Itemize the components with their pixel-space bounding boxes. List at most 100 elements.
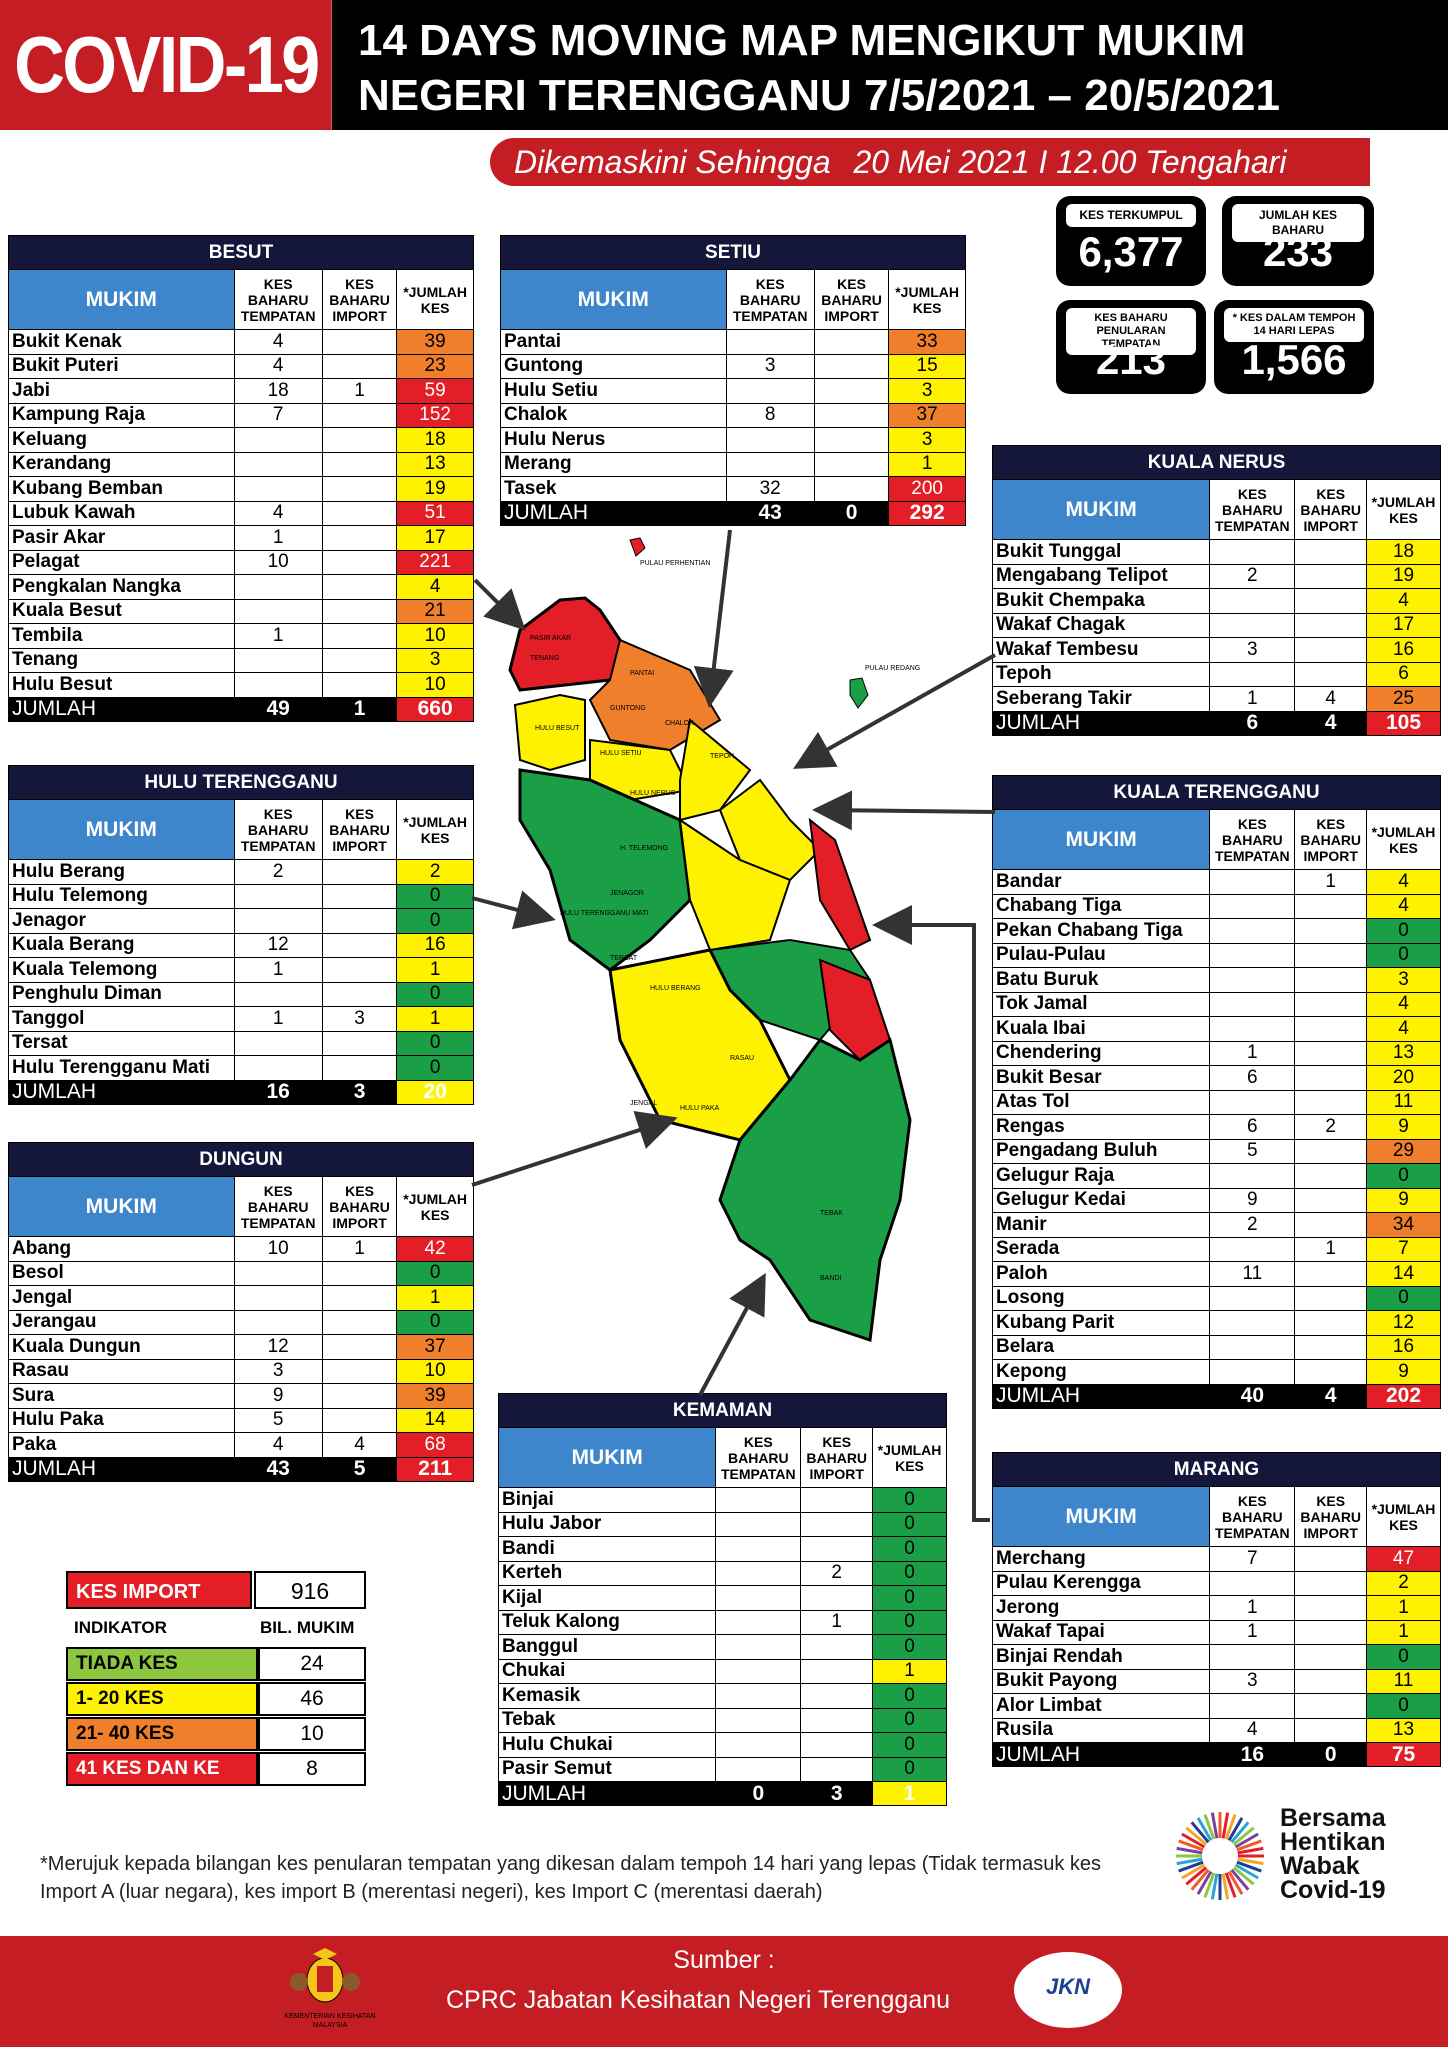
table-row: Pulau-Pulau 0 [991, 942, 1441, 968]
table-row: Kubang Parit 12 [991, 1310, 1441, 1336]
jumlah-kes: 3 [888, 378, 966, 404]
kes-import [321, 932, 398, 958]
kes-import [321, 500, 398, 526]
table-row: Jenagor 0 [8, 908, 475, 934]
bersama-logo: Bersama Hentikan Wabak Covid-19 [1170, 1806, 1410, 1906]
header-import: KES BAHARU IMPORT [813, 269, 890, 330]
burst-ray [1196, 1817, 1213, 1842]
map-label: TENANG [530, 655, 559, 662]
legend-row: 41 KES DAN KE ATAS 8 [66, 1752, 366, 1809]
kes-tempatan: 10 [233, 1236, 323, 1262]
header-import: KES BAHARU IMPORT [1294, 1486, 1368, 1547]
kes-import [321, 908, 398, 934]
mukim-name: Manir [991, 1212, 1211, 1238]
kes-tempatan [1209, 612, 1296, 638]
mukim-name: Pengadang Buluh [991, 1138, 1211, 1164]
table-row: Pasir Semut 0 [497, 1756, 947, 1782]
total-jumlah: 292 [888, 500, 966, 526]
total-jumlah: 75 [1366, 1742, 1441, 1767]
mukim-name: Atas Tol [991, 1089, 1211, 1115]
jumlah-kes: 25 [1366, 686, 1441, 712]
header-tempatan: KES BAHARU TEMPATAN [233, 799, 323, 860]
header-tempatan: KES BAHARU TEMPATAN [725, 269, 815, 330]
mukim-name: Seberang Takir [991, 686, 1211, 712]
header-tempatan: KES BAHARU TEMPATAN [715, 1427, 802, 1488]
header-import: KES BAHARU IMPORT [321, 269, 398, 330]
jumlah-kes: 0 [1366, 1285, 1441, 1311]
bersama-line: Bersama [1280, 1804, 1386, 1832]
jumlah-kes: 1 [872, 1658, 947, 1684]
map-label: HULU NERUS [630, 790, 676, 797]
header-tempatan: KES BAHARU TEMPATAN [1209, 479, 1296, 540]
mukim-name: Bukit Payong [991, 1668, 1211, 1694]
total-tempatan: 43 [725, 500, 815, 526]
map-label: HULU SETIU [600, 750, 642, 757]
table-row: Lubuk Kawah 4 51 [8, 500, 474, 526]
table-row: Hulu Nerus 3 [500, 427, 966, 453]
mukim-name: Tembila [8, 623, 235, 649]
mukim-name: Jerong [991, 1595, 1211, 1621]
kes-tempatan [233, 574, 323, 600]
table-row: Pekan Chabang Tiga 0 [991, 918, 1441, 944]
total-tempatan: 16 [233, 1079, 323, 1105]
total-label: JUMLAH [500, 500, 727, 526]
kes-import [1294, 1693, 1368, 1719]
kes-tempatan: 11 [1209, 1261, 1296, 1287]
kes-import [1294, 563, 1368, 589]
jumlah-kes: 0 [396, 1309, 474, 1335]
burst-ray [1190, 1868, 1210, 1891]
jumlah-kes: 11 [1366, 1668, 1441, 1694]
table-row: Teluk Kalong 1 0 [497, 1609, 947, 1635]
mukim-name: Kampung Raja [8, 402, 235, 428]
map-setiu-yellow [589, 738, 692, 802]
total-jumlah: 202 [1366, 1383, 1441, 1409]
table-row: Chalok 8 37 [500, 402, 966, 428]
kes-import [321, 402, 398, 428]
kes-tempatan [715, 1585, 802, 1611]
map-besut-yellow [513, 693, 586, 772]
kes-tempatan [233, 1285, 323, 1311]
bersama-text: Bersama Hentikan Wabak Covid-19 [1280, 1804, 1386, 1903]
kes-tempatan: 1 [1209, 1595, 1296, 1621]
kes-import [813, 427, 890, 453]
mukim-name: Paloh [991, 1261, 1211, 1287]
jumlah-kes: 16 [1366, 1334, 1441, 1360]
kes-import [1294, 1546, 1368, 1572]
jumlah-kes: 2 [396, 859, 475, 885]
kes-import [321, 574, 398, 600]
kes-import [1294, 1089, 1368, 1115]
kes-tempatan [1209, 539, 1296, 565]
burst-ray [1210, 1812, 1219, 1839]
mukim-name: Pasir Akar [8, 525, 235, 551]
jumlah-kes: 0 [872, 1609, 947, 1635]
jumlah-kes: 0 [396, 1030, 475, 1056]
header-mukim: MUKIM [991, 479, 1211, 540]
district-title: BESUT [8, 235, 474, 270]
table-row: Tersat 0 [8, 1030, 475, 1056]
mukim-name: Jenagor [8, 908, 235, 934]
kes-tempatan [233, 1030, 323, 1056]
mukim-name: Mengabang Telipot [991, 563, 1211, 589]
table-row: Jengal 1 [8, 1285, 474, 1311]
mukim-name: Chukai [497, 1658, 717, 1684]
map-coast-red [808, 817, 872, 952]
table-row: Bukit Besar 6 20 [991, 1065, 1441, 1091]
legend-bil: BIL. MUKIM [260, 1618, 355, 1637]
table-row: Hulu Jabor 0 [497, 1511, 947, 1537]
kes-import [1294, 1163, 1368, 1189]
table-row: Hulu Chukai 0 [497, 1732, 947, 1758]
table-row: Serada 1 7 [991, 1236, 1441, 1262]
kes-import [1294, 588, 1368, 614]
mukim-name: Kerandang [8, 451, 235, 477]
kes-tempatan: 5 [1209, 1138, 1296, 1164]
kes-import [321, 1285, 398, 1311]
table-row: Kepong 9 [991, 1359, 1441, 1385]
mukim-name: Hulu Telemong [8, 883, 235, 909]
kes-import [321, 859, 398, 885]
kes-tempatan [1209, 1693, 1296, 1719]
burst-ray [1178, 1860, 1204, 1873]
mukim-name: Bandi [497, 1536, 717, 1562]
jumlah-kes: 1 [888, 451, 966, 477]
table-row: Kampung Raja 7 152 [8, 402, 474, 428]
legend-import-value: 916 [254, 1571, 366, 1609]
